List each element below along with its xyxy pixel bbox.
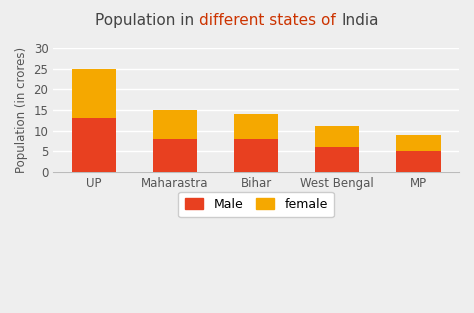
Bar bbox=[153, 139, 197, 172]
Bar bbox=[396, 151, 440, 172]
Bar bbox=[234, 139, 278, 172]
Bar bbox=[396, 135, 440, 151]
Text: different states of: different states of bbox=[200, 13, 341, 28]
Bar bbox=[234, 114, 278, 139]
Bar bbox=[72, 69, 116, 118]
Bar bbox=[315, 147, 359, 172]
Text: Population in: Population in bbox=[95, 13, 200, 28]
X-axis label: States: States bbox=[231, 195, 282, 209]
Bar bbox=[315, 126, 359, 147]
Bar bbox=[72, 118, 116, 172]
Bar bbox=[153, 110, 197, 139]
Text: India: India bbox=[341, 13, 379, 28]
Y-axis label: Population (in crores): Population (in crores) bbox=[15, 47, 28, 173]
Legend: Male, female: Male, female bbox=[178, 192, 334, 217]
